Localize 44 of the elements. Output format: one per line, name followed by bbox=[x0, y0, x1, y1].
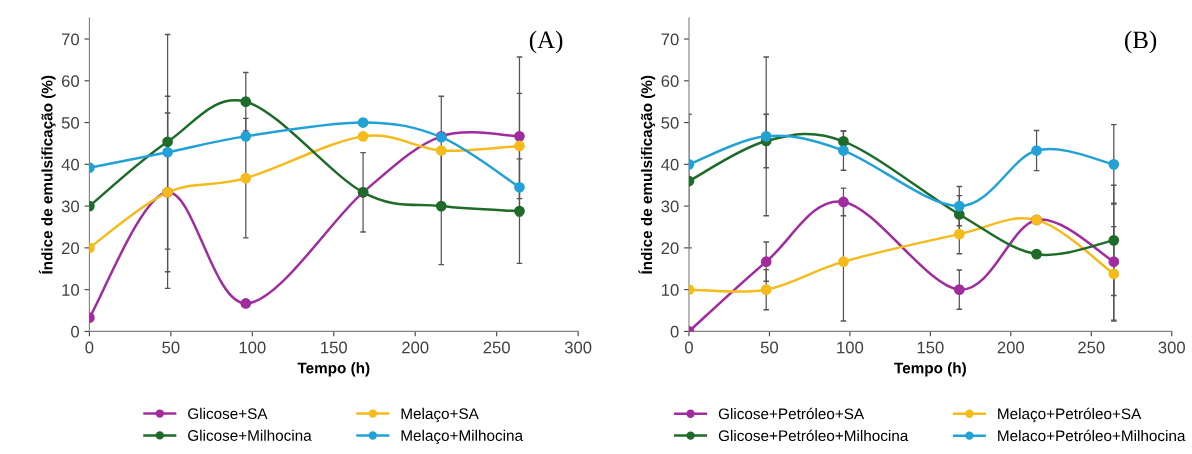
x-tick-label: 50 bbox=[162, 341, 180, 354]
y-tick-label: 50 bbox=[661, 116, 679, 129]
y-tick-label: 10 bbox=[661, 284, 679, 296]
y-tick-label: 0 bbox=[71, 325, 80, 338]
y-axis-title: Índice de emulsificação (%) bbox=[38, 75, 56, 274]
x-tick-label: 200 bbox=[997, 341, 1025, 354]
y-tick-label: 50 bbox=[61, 116, 80, 129]
x-tick-label: 100 bbox=[239, 341, 266, 354]
y-tick-label: 0 bbox=[670, 325, 679, 338]
legend-label: Glicose+Petróleo+Milhocina bbox=[718, 429, 909, 442]
y-tick-label: 60 bbox=[61, 75, 80, 88]
y-tick-label: 60 bbox=[661, 75, 679, 88]
legend-label: Melaço+Milhocina bbox=[401, 429, 524, 445]
y-tick-label: 70 bbox=[661, 33, 679, 46]
y-axis-title: Índice de emulsificação (%) bbox=[638, 75, 656, 274]
legend-label: Glicose+SA bbox=[188, 407, 268, 420]
x-tick-label: 150 bbox=[917, 341, 944, 354]
chart-title: (A) bbox=[529, 30, 563, 54]
x-tick-label: 250 bbox=[1078, 341, 1105, 354]
y-tick-label: 20 bbox=[61, 242, 80, 255]
x-tick-label: 0 bbox=[684, 341, 693, 354]
legend-label: Melaço+SA bbox=[401, 407, 479, 423]
legend-label: Glicose+Milhocina bbox=[188, 429, 312, 441]
y-tick-label: 10 bbox=[62, 284, 80, 296]
y-tick-label: 40 bbox=[61, 158, 80, 171]
x-tick-label: 0 bbox=[85, 341, 94, 354]
x-tick-label: 300 bbox=[564, 341, 592, 354]
y-tick-label: 20 bbox=[661, 242, 679, 255]
x-tick-label: 250 bbox=[483, 341, 510, 354]
y-tick-label: 30 bbox=[61, 200, 80, 213]
x-tick-label: 200 bbox=[402, 341, 429, 354]
x-tick-label: 100 bbox=[837, 341, 864, 354]
x-axis-title: Tempo (h) bbox=[894, 362, 966, 377]
x-tick-label: 300 bbox=[1158, 341, 1185, 354]
x-tick-label: 150 bbox=[321, 341, 348, 354]
x-tick-label: 50 bbox=[760, 341, 779, 354]
y-tick-label: 70 bbox=[62, 33, 80, 46]
y-tick-label: 30 bbox=[661, 200, 679, 213]
legend-label: Melaco+Petróleo+Milhocina bbox=[998, 429, 1186, 442]
legend-label: Melaço+Petróleo+SA bbox=[998, 407, 1142, 423]
chart-title: (B) bbox=[1125, 30, 1157, 54]
x-axis-title: Tempo (h) bbox=[297, 362, 370, 377]
y-tick-label: 40 bbox=[661, 158, 679, 171]
legend-label: Glicose+Petróleo+SA bbox=[718, 407, 865, 420]
